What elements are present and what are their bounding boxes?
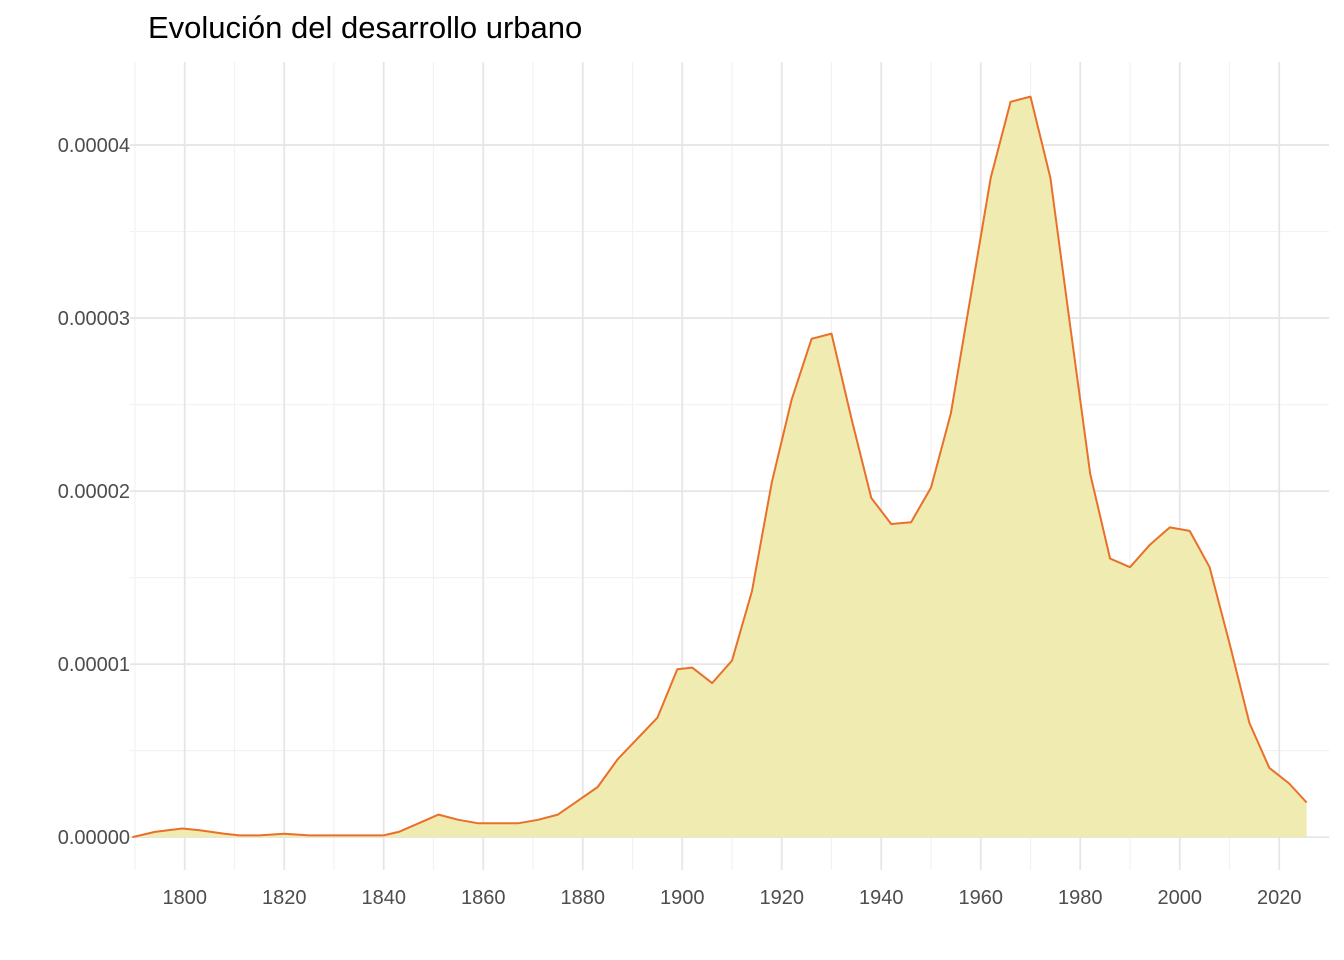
x-tick-label: 1920: [759, 887, 804, 909]
x-tick-label: 1820: [262, 887, 307, 909]
y-tick-label: 0.00004: [58, 135, 130, 157]
x-tick-label: 1880: [560, 887, 605, 909]
x-tick-label: 2020: [1257, 887, 1302, 909]
chart-title: Evolución del desarrollo urbano: [148, 10, 583, 45]
x-tick-label: 1800: [162, 887, 207, 909]
x-tick-label: 1960: [958, 887, 1003, 909]
x-tick-label: 1980: [1058, 887, 1103, 909]
y-tick-label: 0.00003: [58, 308, 130, 330]
x-tick-label: 1900: [660, 887, 705, 909]
y-tick-label: 0.00002: [58, 481, 130, 503]
x-tick-label: 2000: [1157, 887, 1202, 909]
y-tick-label: 0.00001: [58, 654, 130, 676]
area-outline-line: [132, 95, 1308, 839]
area-fill: [132, 96, 1307, 838]
x-tick-label: 1840: [361, 887, 406, 909]
x-tick-label: 1940: [859, 887, 904, 909]
x-tick-label: 1860: [461, 887, 506, 909]
y-tick-label: 0.00000: [58, 827, 130, 849]
